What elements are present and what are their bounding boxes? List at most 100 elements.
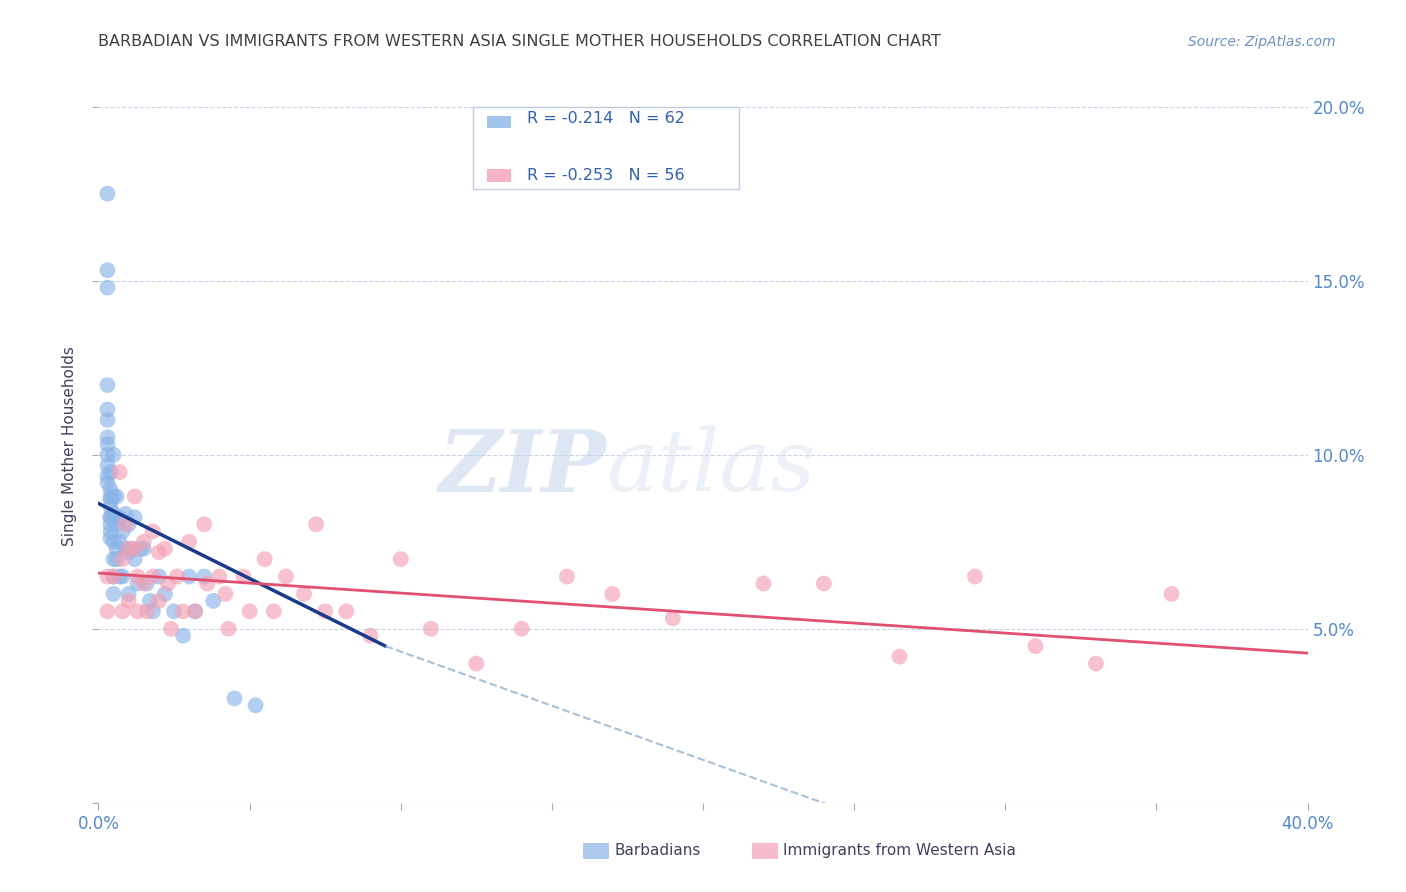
Point — [96, 458, 118, 472]
Point — [889, 649, 911, 664]
Y-axis label: Single Mother Households: Single Mother Households — [62, 346, 77, 546]
Text: R = -0.253   N = 56: R = -0.253 N = 56 — [527, 168, 685, 183]
Point — [114, 541, 136, 556]
Point — [129, 541, 152, 556]
Point — [465, 657, 488, 671]
Point — [389, 552, 412, 566]
Point — [100, 490, 122, 504]
Point — [253, 552, 276, 566]
Point — [100, 483, 122, 497]
Point — [153, 541, 176, 556]
Point — [100, 500, 122, 514]
Point — [100, 492, 122, 507]
Point — [108, 534, 131, 549]
Point — [96, 413, 118, 427]
Point — [96, 280, 118, 294]
Point — [142, 569, 165, 583]
Point — [124, 541, 146, 556]
Point — [96, 378, 118, 392]
Point — [127, 604, 149, 618]
Point — [124, 510, 146, 524]
Point — [127, 576, 149, 591]
Point — [156, 576, 179, 591]
Point — [208, 569, 231, 583]
Point — [305, 517, 328, 532]
Point — [118, 545, 141, 559]
Point — [195, 576, 218, 591]
Point — [292, 587, 315, 601]
Point — [132, 576, 155, 591]
Point — [105, 490, 128, 504]
Point — [202, 594, 225, 608]
Point — [121, 541, 143, 556]
Point — [148, 569, 170, 583]
Point — [105, 552, 128, 566]
Point — [142, 524, 165, 539]
Point — [103, 587, 125, 601]
Point — [193, 517, 215, 532]
Point — [184, 604, 207, 618]
Text: Barbadians: Barbadians — [614, 843, 700, 857]
Point — [105, 541, 128, 556]
Point — [602, 587, 624, 601]
Point — [96, 437, 118, 451]
Point — [103, 534, 125, 549]
Point — [124, 552, 146, 566]
Point — [239, 604, 262, 618]
Point — [96, 186, 118, 201]
Point — [103, 490, 125, 504]
Point — [193, 569, 215, 583]
Point — [108, 465, 131, 479]
Point — [100, 510, 122, 524]
Point — [114, 507, 136, 521]
Point — [166, 569, 188, 583]
Point — [1160, 587, 1182, 601]
Point — [124, 490, 146, 504]
Point — [135, 604, 157, 618]
Point — [148, 594, 170, 608]
Point — [103, 552, 125, 566]
Text: Immigrants from Western Asia: Immigrants from Western Asia — [783, 843, 1017, 857]
Point — [335, 604, 357, 618]
Point — [662, 611, 685, 625]
Point — [108, 569, 131, 583]
Point — [127, 569, 149, 583]
Point — [148, 545, 170, 559]
Point — [179, 569, 201, 583]
Point — [132, 534, 155, 549]
Point — [274, 569, 297, 583]
Point — [96, 569, 118, 583]
Point — [100, 524, 122, 539]
Text: atlas: atlas — [606, 426, 815, 508]
Point — [111, 524, 134, 539]
Point — [96, 263, 118, 277]
Point — [111, 552, 134, 566]
Point — [100, 465, 122, 479]
Text: ZIP: ZIP — [439, 425, 606, 509]
Point — [118, 541, 141, 556]
Point — [1085, 657, 1108, 671]
Point — [100, 517, 122, 532]
Text: BARBADIAN VS IMMIGRANTS FROM WESTERN ASIA SINGLE MOTHER HOUSEHOLDS CORRELATION C: BARBADIAN VS IMMIGRANTS FROM WESTERN ASI… — [98, 34, 941, 49]
Point — [103, 569, 125, 583]
Point — [217, 622, 239, 636]
Point — [114, 517, 136, 532]
Point — [965, 569, 987, 583]
Point — [232, 569, 254, 583]
Point — [813, 576, 835, 591]
Point — [100, 510, 122, 524]
Point — [103, 448, 125, 462]
Point — [420, 622, 443, 636]
Point — [118, 594, 141, 608]
Point — [360, 629, 382, 643]
Point — [96, 468, 118, 483]
Point — [314, 604, 336, 618]
Point — [153, 587, 176, 601]
Point — [752, 576, 775, 591]
Point — [510, 622, 533, 636]
Point — [172, 629, 194, 643]
Point — [118, 587, 141, 601]
Point — [108, 510, 131, 524]
Point — [100, 531, 122, 545]
Point — [96, 475, 118, 490]
